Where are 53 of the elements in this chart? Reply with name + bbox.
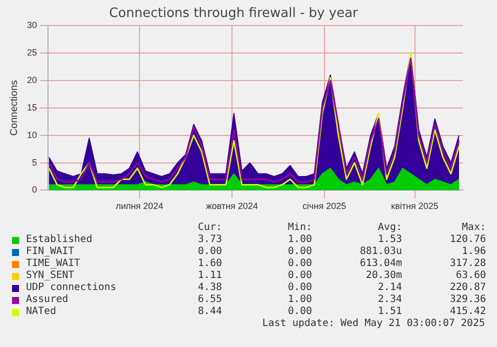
text: Avg: <box>376 222 402 234</box>
text: 3.73 <box>196 234 222 246</box>
text: 1.00 <box>286 294 312 306</box>
text: 1.11 <box>196 270 222 282</box>
legend-label: Established <box>25 234 94 246</box>
text: 415.42 <box>448 306 486 318</box>
x-tick-label: квітня 2025 <box>391 201 438 212</box>
legend-label: NATed <box>25 306 58 318</box>
legend-label: Assured <box>25 294 70 306</box>
chart-title: Connections through firewall - by year <box>109 6 359 22</box>
text: Cur: <box>196 222 222 234</box>
legend-label: FIN_WAIT <box>25 246 76 258</box>
text: 881.03u <box>358 246 402 258</box>
legend-label: UDP connections <box>25 282 118 294</box>
text: 20.30m <box>364 270 402 282</box>
text: 1.60 <box>196 258 222 270</box>
y-axis-title: Connections <box>8 80 20 136</box>
text: 0.00 <box>286 306 312 318</box>
y-tick-label: 20 <box>26 74 38 85</box>
text: 0.00 <box>286 246 312 258</box>
text: 0.00 <box>196 246 222 258</box>
text: 4.38 <box>196 282 222 294</box>
text: 1.96 <box>460 246 486 258</box>
text: 1.51 <box>376 306 402 318</box>
text: 63.60 <box>454 270 486 282</box>
legend-label: SYN_SENT <box>25 270 76 282</box>
text: 1.00 <box>286 234 312 246</box>
y-tick-label: 25 <box>26 48 38 58</box>
text: 1.53 <box>376 234 402 246</box>
y-tick-label: 0 <box>32 184 38 195</box>
x-tick-label: жовтня 2024 <box>206 201 258 212</box>
text: 120.76 <box>448 234 486 246</box>
x-tick-label: липня 2024 <box>116 201 164 212</box>
y-tick-label: 10 <box>26 130 38 140</box>
text: 6.55 <box>196 294 222 306</box>
y-tick-label: 15 <box>26 102 38 112</box>
text: 2.34 <box>376 294 402 306</box>
text: Min: <box>286 222 312 234</box>
text: 613.04m <box>358 258 402 270</box>
text: Last update: Wed May 21 03:00:07 2025 <box>262 318 485 329</box>
legend-label: TIME_WAIT <box>25 258 82 270</box>
text: 0.00 <box>286 282 312 294</box>
text: 2.14 <box>376 282 402 294</box>
text: 8.44 <box>196 306 222 318</box>
text: 329.36 <box>448 294 486 306</box>
y-tick-label: 5 <box>32 157 38 168</box>
text: Max: <box>460 222 486 234</box>
text: 220.87 <box>448 282 486 294</box>
x-tick-label: січня 2025 <box>302 201 346 212</box>
y-tick-label: 30 <box>26 20 38 30</box>
text: 0.00 <box>286 270 312 282</box>
text: 0.00 <box>286 258 312 270</box>
text: 317.28 <box>448 258 486 270</box>
